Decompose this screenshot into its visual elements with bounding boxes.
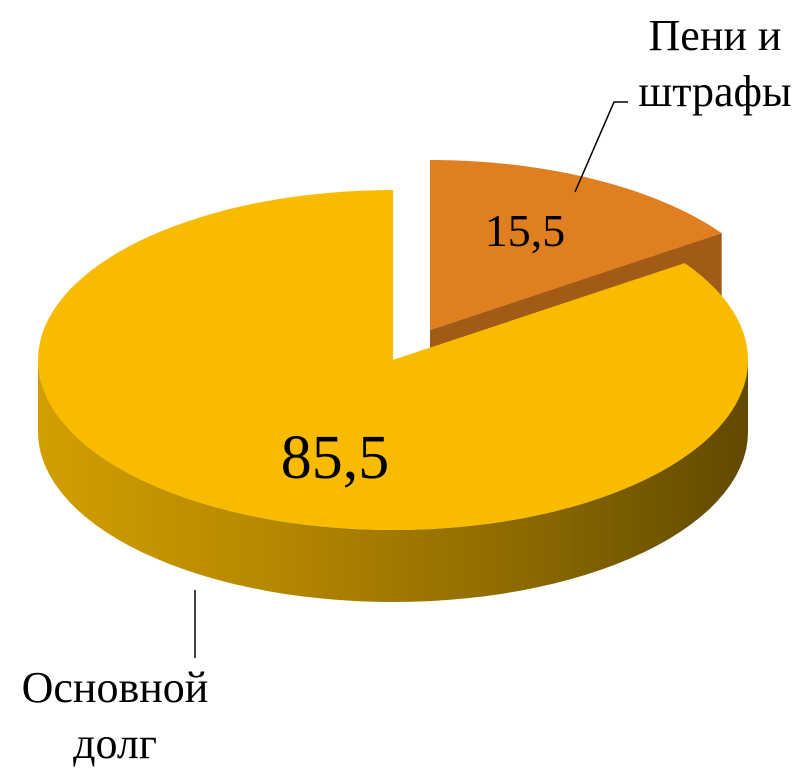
slice bbox=[430, 160, 722, 330]
slice-side bbox=[38, 360, 748, 602]
category-label: Пени и штрафы bbox=[638, 11, 792, 116]
slice bbox=[38, 190, 749, 530]
leader-line bbox=[574, 101, 628, 193]
category-label: Основной долг bbox=[21, 663, 209, 768]
value-label: 15,5 bbox=[485, 205, 566, 256]
value-label: 85,5 bbox=[281, 424, 390, 492]
